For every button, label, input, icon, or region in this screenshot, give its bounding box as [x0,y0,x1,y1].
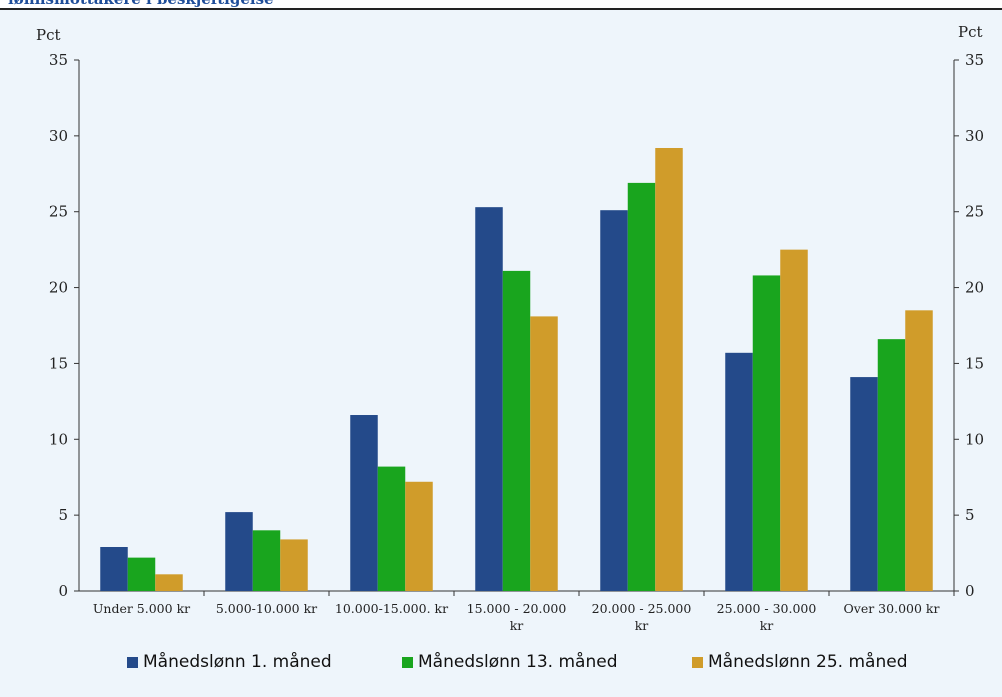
bar [100,547,128,591]
y-tick-label-right: 0 [965,582,975,600]
y-tick-label-right: 10 [965,430,984,448]
legend-item: Månedslønn 1. måned [127,652,332,672]
x-tick-label: Over 30.000 kr [844,601,940,616]
bar [905,310,933,591]
x-tick-label: 10.000-15.000. kr [335,601,448,616]
x-tick-label: kr [510,618,524,633]
chart-bars [100,148,933,591]
legend-label: Månedslønn 1. måned [143,652,332,672]
x-tick-label: 25.000 - 30.000 [717,601,817,616]
bar [503,271,531,591]
legend-item: Månedslønn 25. måned [692,652,907,672]
y-tick-label-left: 20 [49,279,68,297]
bar [253,530,281,591]
bar [600,210,628,591]
bar [475,207,503,591]
x-tick-label: 5.000-10.000 kr [216,601,317,616]
y-tick-label-right: 20 [965,279,984,297]
y-tick-label-right: 30 [965,127,984,145]
bar [350,415,378,591]
y-axis-label-right: Pct [958,23,983,41]
y-tick-label-left: 30 [49,127,68,145]
x-tick-label: kr [760,618,774,633]
y-tick-label-right: 25 [965,203,984,221]
bar [128,558,156,591]
x-tick-label: 20.000 - 25.000 [592,601,692,616]
y-axis-label-left: Pct [36,26,61,44]
bar [405,482,433,591]
y-tick-label-right: 15 [965,354,984,372]
legend-item: Månedslønn 13. måned [402,652,617,672]
bar [753,275,781,591]
legend-label: Månedslønn 13. måned [418,652,617,672]
legend-swatch [127,657,138,668]
y-tick-label-left: 15 [49,354,68,372]
legend-label: Månedslønn 25. måned [708,652,907,672]
x-tick-label: Under 5.000 kr [93,601,190,616]
bar [850,377,878,591]
y-tick-label-right: 35 [965,51,984,69]
y-tick-label-left: 10 [49,430,68,448]
bar [378,467,406,591]
chart-legend: Månedslønn 1. måned Månedslønn 13. måned M… [0,652,1002,680]
bar [155,574,183,591]
y-tick-label-left: 0 [58,582,68,600]
legend-swatch [402,657,413,668]
bar-chart: 0 0 5 5 10 10 15 15 20 20 25 25 30 30 35 35 Pct Pct Under … [0,0,1002,650]
y-tick-label-right: 5 [965,506,975,524]
bar [530,316,558,591]
bar [780,250,808,591]
y-tick-label-left: 25 [49,203,68,221]
bar [878,339,906,591]
legend-swatch [692,657,703,668]
y-tick-label-left: 35 [49,51,68,69]
bar [725,353,753,591]
bar [280,539,308,591]
bar [225,512,253,591]
x-tick-label: 15.000 - 20.000 [467,601,567,616]
bar [655,148,683,591]
bar [628,183,656,591]
y-tick-label-left: 5 [58,506,68,524]
x-tick-label: kr [635,618,649,633]
